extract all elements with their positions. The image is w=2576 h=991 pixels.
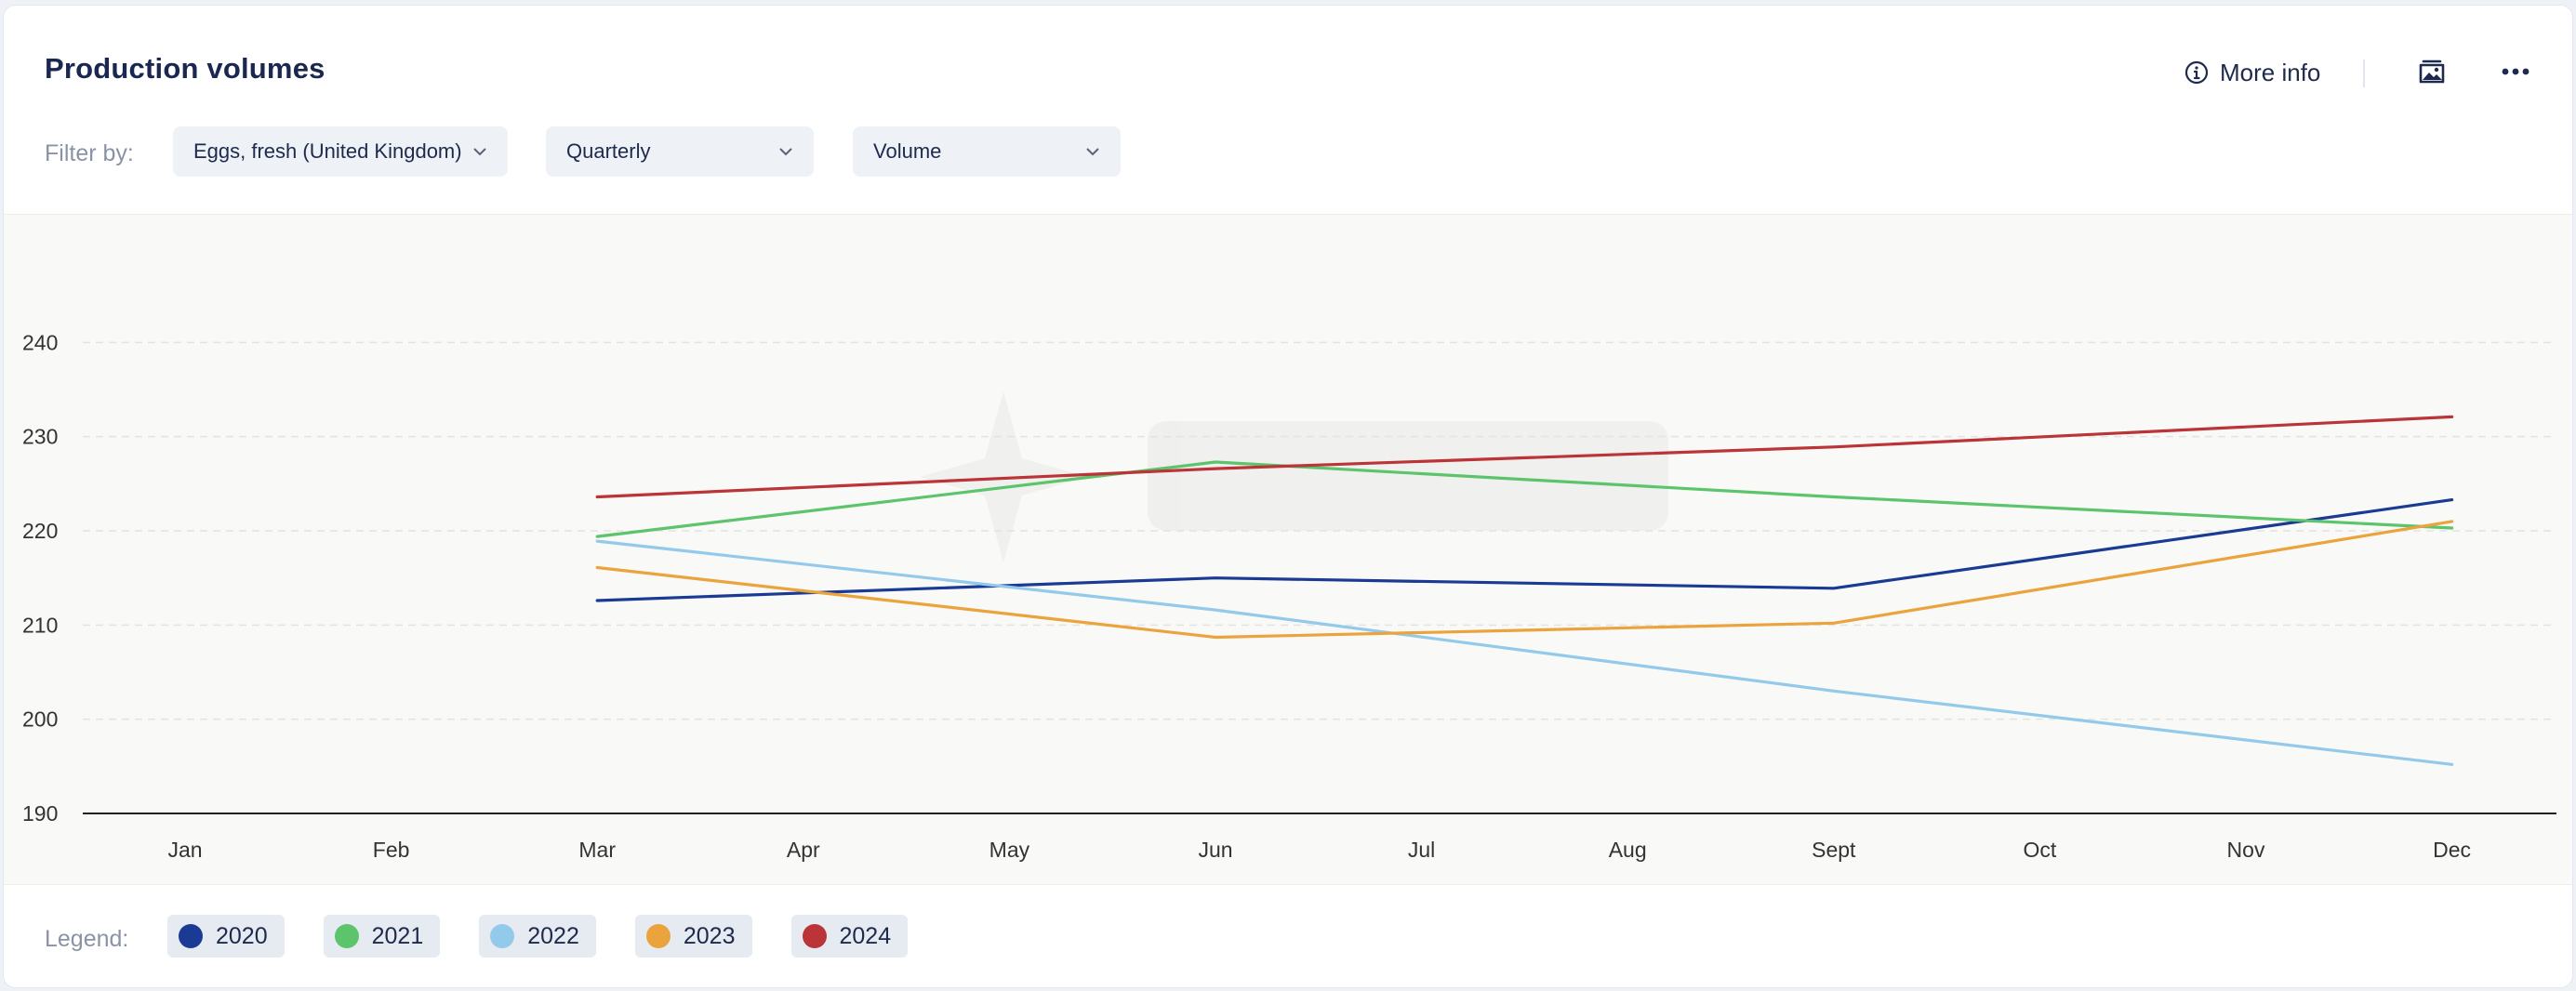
y-tick-label: 230 [22,425,58,449]
x-tick-label: Oct [2024,838,2057,862]
x-tick-label: Feb [373,838,410,862]
image-export-icon [2419,59,2445,84]
series-line-2022 [595,539,2454,766]
series-line-2024 [595,415,2454,499]
chevron-down-icon [473,148,486,156]
legend-item-2023[interactable]: 2023 [634,915,752,958]
chevron-down-icon [779,148,792,156]
legend-bar: Legend: 2020 2021 2022 2023 2024 [4,885,2572,987]
legend-item-2020[interactable]: 2020 [167,915,285,958]
measure-dropdown-value: Volume [873,139,942,163]
x-tick-label: Jan [167,838,202,862]
x-tick-label: Apr [787,838,820,862]
legend-dot [645,924,671,948]
more-options-icon [2502,68,2530,75]
filter-by-label: Filter by: [45,140,134,166]
series-line-2023 [595,520,2454,640]
card-header: Production volumes More info [4,6,2572,214]
info-icon [2184,60,2209,85]
page-title: Production volumes [45,52,325,85]
more-info-label: More info [2220,58,2321,86]
legend-label-text: 2023 [683,922,736,949]
legend-label-text: 2020 [216,922,268,949]
header-divider [2363,59,2365,87]
x-tick-label: May [989,838,1030,862]
series-line-2020 [595,498,2454,602]
x-tick-label: Nov [2227,838,2265,862]
measure-dropdown[interactable]: Volume [853,126,1121,177]
legend-label-text: 2024 [839,922,892,949]
x-tick-label: Dec [2433,838,2471,862]
legend-item-2021[interactable]: 2021 [323,915,441,958]
legend-items: 2020 2021 2022 2023 2024 [167,915,909,958]
x-tick-label: Aug [1609,838,1647,862]
y-tick-label: 220 [22,519,58,543]
x-tick-label: Mar [578,838,616,862]
legend-dot [490,924,515,948]
export-image-button[interactable] [2416,56,2448,87]
y-tick-label: 200 [22,707,58,732]
x-tick-label: Sept [1812,838,1856,862]
y-tick-label: 210 [22,613,58,637]
legend-dot [334,924,359,948]
more-options-button[interactable] [2500,56,2531,87]
x-tick-label: Jun [1198,838,1232,862]
y-tick-label: 240 [22,330,58,354]
legend-label: Legend: [45,926,129,952]
legend-dot [802,924,827,948]
chevron-down-icon [1086,148,1099,156]
legend-label-text: 2022 [527,922,579,949]
chart-area: 190 200 210 220 230 240 Jan Feb Mar Apr May Jun Jul A… [4,214,2572,885]
y-tick-label: 190 [22,801,58,826]
product-dropdown[interactable]: Eggs, fresh (United Kingdom) [173,126,508,177]
production-volumes-card: Production volumes More info [3,5,2573,988]
line-chart: 190 200 210 220 230 240 Jan Feb Mar Apr May Jun Jul A… [22,330,2556,862]
more-info-button[interactable]: More info [2184,54,2320,91]
frequency-dropdown-value: Quarterly [566,139,651,163]
legend-dot [179,924,203,948]
legend-item-2024[interactable]: 2024 [790,915,909,958]
series-line-2021 [595,460,2454,538]
x-tick-label: Jul [1408,838,1435,862]
frequency-dropdown[interactable]: Quarterly [546,126,814,177]
product-dropdown-value: Eggs, fresh (United Kingdom) [193,139,462,163]
legend-label-text: 2021 [371,922,424,949]
legend-item-2022[interactable]: 2022 [479,915,596,958]
